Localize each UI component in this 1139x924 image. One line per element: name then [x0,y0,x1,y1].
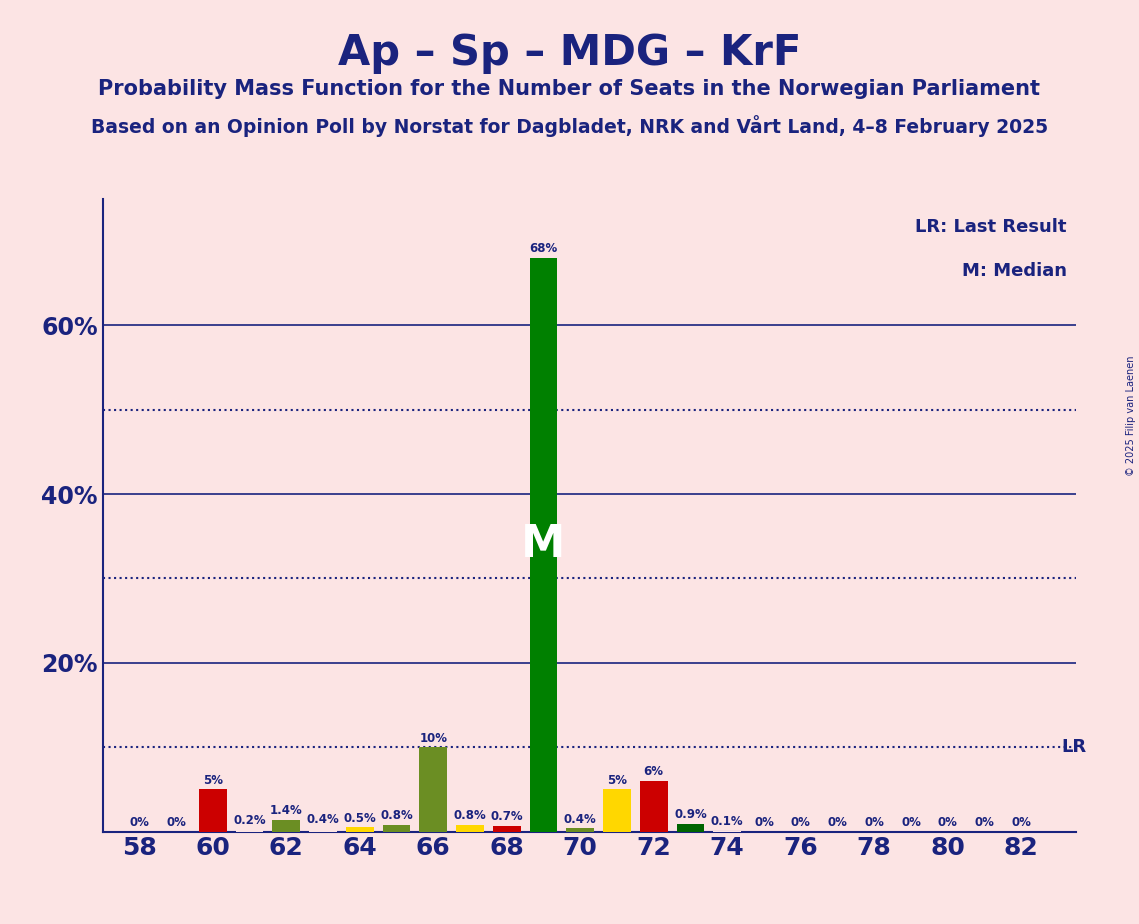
Text: 0%: 0% [790,816,811,829]
Text: 0%: 0% [975,816,994,829]
Text: LR: Last Result: LR: Last Result [915,218,1066,236]
Text: 1.4%: 1.4% [270,804,303,817]
Bar [199,789,227,832]
Text: 0.7%: 0.7% [491,810,523,823]
Text: 0%: 0% [865,816,884,829]
Bar [383,825,410,832]
Text: 5%: 5% [203,774,223,787]
Text: Probability Mass Function for the Number of Seats in the Norwegian Parliament: Probability Mass Function for the Number… [98,79,1041,99]
Text: 0.8%: 0.8% [380,809,412,822]
Text: 0%: 0% [1011,816,1031,829]
Text: 0%: 0% [166,816,186,829]
Text: 0%: 0% [754,816,773,829]
Text: 0.1%: 0.1% [711,815,744,828]
Text: 0%: 0% [130,816,149,829]
Text: 0.5%: 0.5% [343,812,376,825]
Text: LR: LR [1062,738,1087,756]
Bar [346,827,374,832]
Text: 0%: 0% [901,816,921,829]
Text: 5%: 5% [607,774,626,787]
Text: 0.2%: 0.2% [233,814,265,827]
Text: 0.9%: 0.9% [674,808,707,821]
Bar [309,828,337,832]
Text: 6%: 6% [644,765,664,778]
Bar [677,824,704,832]
Bar [566,828,595,832]
Bar [236,830,263,832]
Text: 0.4%: 0.4% [306,813,339,826]
Bar [493,826,521,832]
Text: 0%: 0% [828,816,847,829]
Text: 0.4%: 0.4% [564,813,597,826]
Text: 68%: 68% [530,242,558,255]
Text: © 2025 Filip van Laenen: © 2025 Filip van Laenen [1126,356,1136,476]
Text: 0%: 0% [937,816,958,829]
Text: M: M [522,523,566,566]
Text: Based on an Opinion Poll by Norstat for Dagbladet, NRK and Vårt Land, 4–8 Februa: Based on an Opinion Poll by Norstat for … [91,115,1048,137]
Bar [640,781,667,832]
Text: 10%: 10% [419,732,448,745]
Text: M: Median: M: Median [961,262,1066,280]
Text: 0.8%: 0.8% [453,809,486,822]
Bar [530,258,557,832]
Text: Ap – Sp – MDG – KrF: Ap – Sp – MDG – KrF [338,32,801,74]
Bar [419,748,446,832]
Bar [604,789,631,832]
Bar [457,825,484,832]
Bar [272,820,300,832]
